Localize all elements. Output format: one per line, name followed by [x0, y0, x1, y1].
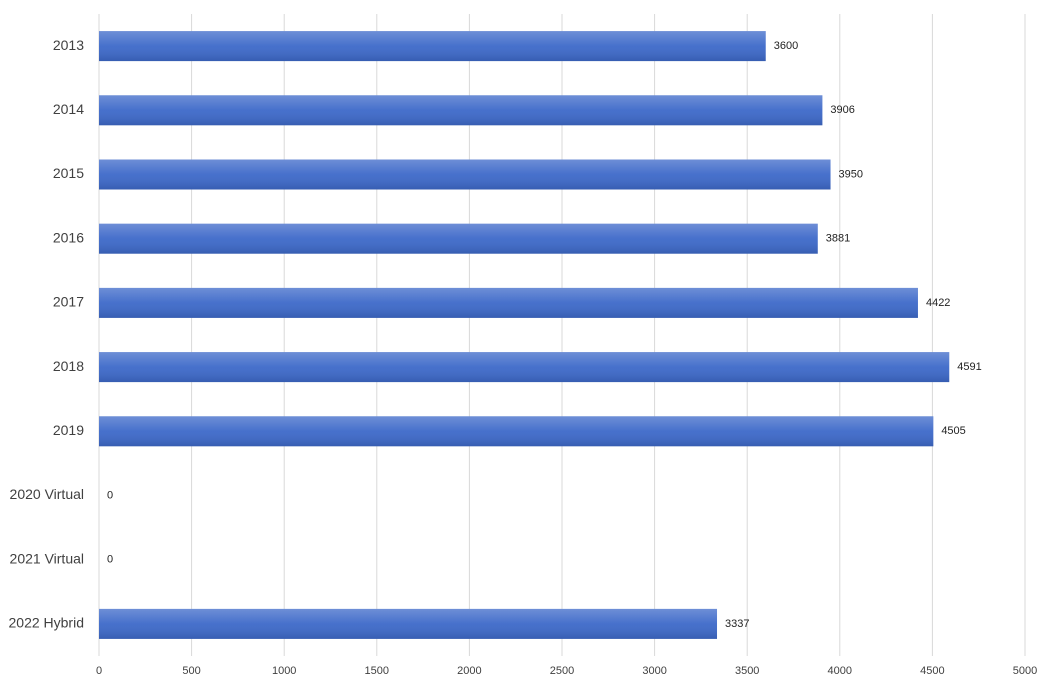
- data-label: 3881: [826, 233, 850, 245]
- y-tick-label: 2018: [53, 358, 84, 374]
- data-label: 0: [107, 554, 113, 566]
- bar-shine: [99, 352, 950, 383]
- x-tick-label: 0: [96, 665, 102, 677]
- y-tick-label: 2021 Virtual: [10, 550, 84, 566]
- bar-shine: [99, 223, 818, 254]
- bar-shine: [99, 287, 918, 318]
- y-tick-label: 2014: [53, 101, 84, 117]
- data-label: 3600: [774, 40, 798, 52]
- x-tick-label: 1500: [365, 665, 389, 677]
- bar-shine: [99, 95, 823, 126]
- x-tick-label: 3000: [642, 665, 666, 677]
- x-tick-label: 2000: [457, 665, 481, 677]
- data-label: 3337: [725, 618, 749, 630]
- bar-shine: [99, 416, 934, 447]
- x-tick-label: 500: [182, 665, 200, 677]
- x-tick-label: 5000: [1013, 665, 1037, 677]
- data-label: 4505: [941, 425, 965, 437]
- y-tick-label: 2022 Hybrid: [9, 615, 85, 631]
- data-label: 4422: [926, 297, 950, 309]
- data-label: 3906: [830, 104, 854, 116]
- bar-shine: [99, 159, 831, 190]
- bar-shine: [99, 608, 718, 639]
- bar-shine: [99, 31, 766, 62]
- x-tick-label: 1000: [272, 665, 296, 677]
- x-tick-label: 4500: [920, 665, 944, 677]
- x-tick-label: 2500: [550, 665, 574, 677]
- y-tick-label: 2020 Virtual: [10, 486, 84, 502]
- data-label: 3950: [839, 168, 863, 180]
- y-tick-label: 2013: [53, 37, 84, 53]
- x-tick-label: 3500: [735, 665, 759, 677]
- y-tick-label: 2016: [53, 229, 84, 245]
- data-label: 0: [107, 489, 113, 501]
- data-label: 4591: [957, 361, 981, 373]
- y-tick-label: 2017: [53, 294, 84, 310]
- y-tick-label: 2015: [53, 165, 84, 181]
- x-tick-label: 4000: [828, 665, 852, 677]
- y-tick-label: 2019: [53, 422, 84, 438]
